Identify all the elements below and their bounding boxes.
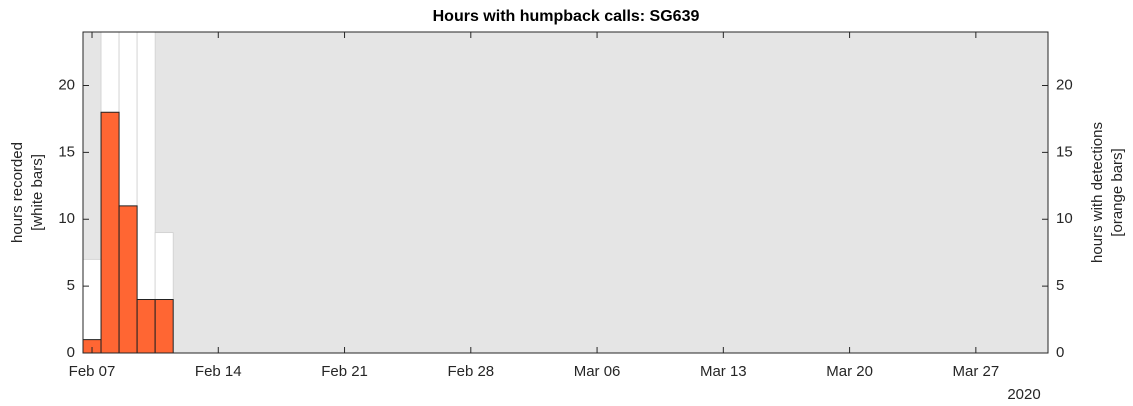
y-axis-label-line: [white bars]	[29, 154, 46, 231]
detection-bar	[100, 111, 120, 354]
recorded-bar	[82, 258, 102, 354]
x-year-label: 2020	[1007, 386, 1040, 403]
detection-bar	[136, 299, 156, 354]
y-tick-label: 10	[58, 210, 75, 227]
x-tick-label: Mar 13	[700, 363, 747, 380]
detection-bar	[154, 299, 174, 354]
x-tick-label: Feb 07	[69, 363, 116, 380]
plot-background	[83, 32, 1048, 353]
y2-axis-label: hours with detections [orange bars]	[1089, 122, 1126, 263]
y-axis-label: hours recorded [white bars]	[9, 142, 46, 243]
y2-tick-label: 20	[1056, 76, 1073, 93]
x-tick-label: Mar 20	[826, 363, 873, 380]
y2-axis-label-line: [orange bars]	[1109, 148, 1126, 236]
y-tick-label: 20	[58, 76, 75, 93]
y-tick-label: 15	[58, 143, 75, 160]
y-axis-label-line: hours recorded	[9, 142, 26, 243]
y2-tick-label: 0	[1056, 344, 1064, 361]
plot-frame	[82, 31, 1049, 354]
y-tick-label: 0	[67, 344, 75, 361]
x-tick-label: Feb 28	[447, 363, 494, 380]
y2-tick-label: 10	[1056, 210, 1073, 227]
x-tick-label: Feb 21	[321, 363, 368, 380]
y-tick-label: 5	[67, 277, 75, 294]
x-tick-label: Feb 14	[195, 363, 242, 380]
x-tick-label: Mar 27	[953, 363, 1000, 380]
y2-tick-label: 5	[1056, 277, 1064, 294]
x-tick-label: Mar 06	[574, 363, 621, 380]
chart-title: Hours with humpback calls: SG639	[433, 8, 700, 25]
y2-tick-label: 15	[1056, 143, 1073, 160]
y2-axis-label-line: hours with detections	[1089, 122, 1106, 263]
detection-bar	[118, 205, 138, 354]
